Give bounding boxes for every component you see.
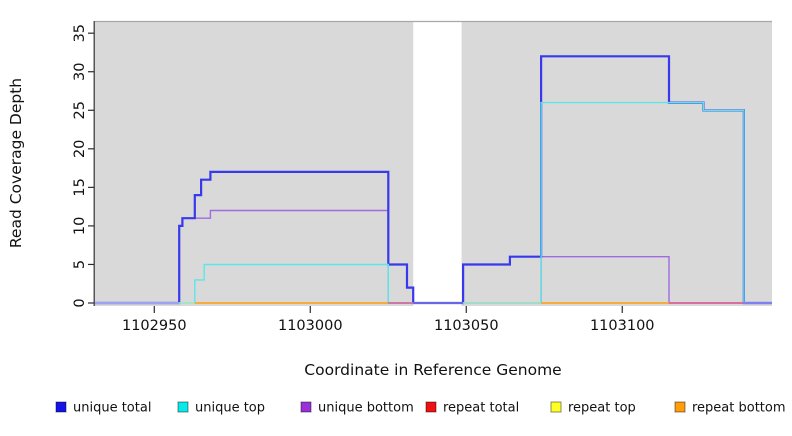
y-tick-label: 0 xyxy=(72,298,88,307)
legend-swatch xyxy=(674,401,686,413)
legend-label: unique top xyxy=(195,401,265,416)
y-tick-label: 10 xyxy=(72,217,88,235)
x-tick-label: 1103100 xyxy=(590,318,655,334)
legend-item-repeat-top: repeat top xyxy=(550,401,636,416)
legend-swatch xyxy=(425,401,437,413)
legend-item-unique-bottom: unique bottom xyxy=(300,401,414,416)
legend-item-unique-top: unique top xyxy=(177,401,265,416)
legend-swatch xyxy=(55,401,67,413)
legend-item-repeat-bottom: repeat bottom xyxy=(674,401,786,416)
y-tick-label: 30 xyxy=(72,63,88,81)
y-tick-label: 20 xyxy=(72,140,88,158)
legend-swatch xyxy=(550,401,562,413)
y-axis-title: Read Coverage Depth xyxy=(7,78,25,248)
legend-swatch xyxy=(300,401,312,413)
legend-item-unique-total: unique total xyxy=(55,401,151,416)
legend-item-repeat-total: repeat total xyxy=(425,401,519,416)
x-tick-label: 1102950 xyxy=(122,318,187,334)
no-data-gap xyxy=(413,21,462,306)
legend-swatch xyxy=(177,401,189,413)
legend-label: repeat bottom xyxy=(692,401,786,416)
y-tick-label: 5 xyxy=(72,260,88,269)
x-tick-label: 1103050 xyxy=(434,318,499,334)
legend-label: repeat top xyxy=(568,401,636,416)
legend-label: repeat total xyxy=(443,401,519,416)
x-tick-label: 1103000 xyxy=(278,318,343,334)
y-tick-label: 15 xyxy=(72,178,88,196)
legend-label: unique total xyxy=(73,401,151,416)
y-tick-label: 25 xyxy=(72,101,88,119)
y-tick-label: 35 xyxy=(72,24,88,42)
legend-label: unique bottom xyxy=(318,401,414,416)
x-axis-title: Coordinate in Reference Genome xyxy=(304,361,561,379)
